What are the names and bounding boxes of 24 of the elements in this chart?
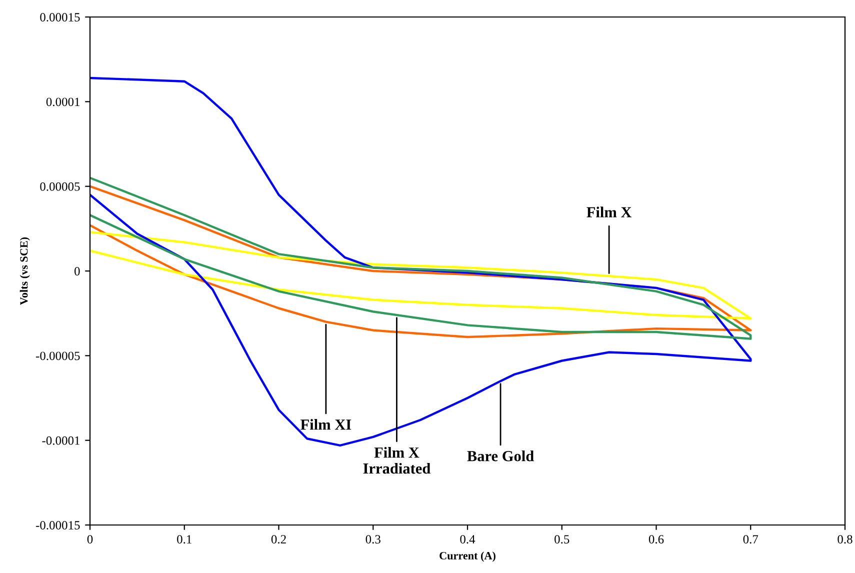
annotation: Bare Gold <box>467 450 534 462</box>
x-tick-label: 0.7 <box>743 535 758 544</box>
annotation: Film XI <box>300 419 352 430</box>
x-tick-label: 0.5 <box>554 535 570 544</box>
y-tick-label: -0.0001 <box>42 436 80 445</box>
x-tick-label: 0.8 <box>838 535 852 544</box>
line-series <box>90 230 752 320</box>
x-tick-label: 0.1 <box>177 535 192 544</box>
x-tick-label: 0.2 <box>271 535 286 544</box>
y-tick-label: 0 <box>74 267 80 276</box>
y-axis-title: Volts (vs SCE) <box>20 237 30 305</box>
x-tick-label: 0.4 <box>460 535 476 544</box>
line-series <box>90 76 752 447</box>
y-tick-label: -0.00015 <box>36 521 80 530</box>
x-axis-title: Current (A) <box>440 552 496 562</box>
x-tick-label: 0.6 <box>648 535 664 544</box>
annotation: Film X <box>586 206 632 218</box>
y-tick-label: 0.00015 <box>40 13 80 22</box>
x-tick-label: 0 <box>87 535 93 544</box>
y-tick-label: 0.0001 <box>46 98 80 106</box>
y-tick-label: 0.00005 <box>40 182 80 191</box>
y-tick-label: -0.00005 <box>36 352 80 360</box>
annotation: Film X Irradiated <box>363 446 430 474</box>
x-tick-label: 0.3 <box>366 535 380 544</box>
